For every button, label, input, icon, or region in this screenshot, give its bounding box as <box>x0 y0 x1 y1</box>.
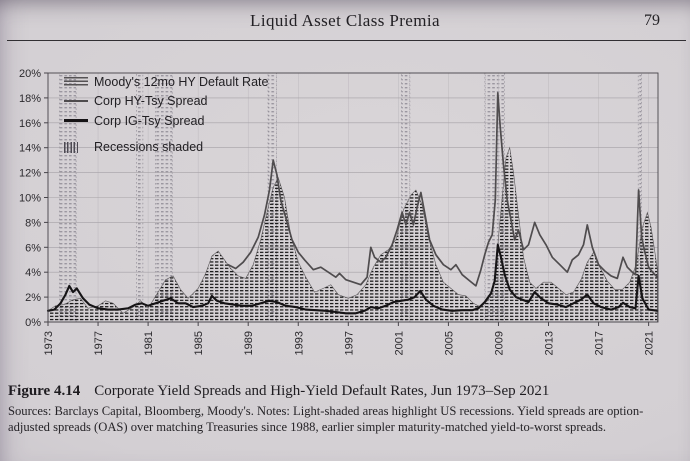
x-tick-label: 2009 <box>493 331 505 355</box>
y-tick-label: 18% <box>19 93 41 105</box>
y-tick-label: 12% <box>19 168 41 180</box>
hy-spread-line <box>227 92 659 287</box>
spread-chart-svg: 1973 1977 1981 1985 1989 1993 1997 2001 2005 2009… <box>19 68 659 355</box>
x-tick-label: 1977 <box>93 331 105 355</box>
x-tick-label: 2005 <box>443 331 455 355</box>
vertical-stripes-swatch-icon <box>64 141 80 153</box>
x-tick-label: 2017 <box>594 331 606 355</box>
x-tick-label: 1997 <box>343 331 355 355</box>
legend-label: Corp HY-Tsy Spread <box>94 94 208 109</box>
y-tick-label: 2% <box>25 292 41 304</box>
y-tick-label: 0% <box>25 317 41 329</box>
gray-line-swatch-icon <box>64 100 88 103</box>
legend-label: Corp IG-Tsy Spread <box>94 113 205 128</box>
figure-sources: Sources: Barclays Capital, Bloomberg, Mo… <box>8 404 644 435</box>
y-tick-label: 16% <box>19 118 41 130</box>
x-tick-label: 2021 <box>644 331 656 355</box>
y-tick-label: 20% <box>19 68 41 80</box>
legend-item-hy-spread: Corp HY-Tsy Spread <box>64 92 268 112</box>
x-tick-label: 1981 <box>143 331 155 355</box>
figure-number: Figure 4.14 <box>8 383 81 399</box>
figure-caption: Figure 4.14 Corporate Yield Spreads and H… <box>8 383 682 400</box>
y-tick-label: 14% <box>19 143 41 155</box>
running-head-title: Liquid Asset Class Premia <box>250 11 440 30</box>
x-tick-label: 1973 <box>43 331 55 355</box>
x-tick-label: 2013 <box>544 331 556 355</box>
chart-legend: Moody's 12mo HY Default Rate Corp HY-Tsy… <box>64 72 268 157</box>
x-tick-label: 1989 <box>243 331 255 355</box>
hatched-area-swatch-icon <box>64 76 88 87</box>
legend-item-ig-spread: Corp IG-Tsy Spread <box>64 111 268 131</box>
y-tick-label: 6% <box>25 242 41 254</box>
plot-frame <box>47 72 659 323</box>
y-tick-label: 4% <box>25 267 41 279</box>
header-rule <box>7 40 686 41</box>
chart: 1973 1977 1981 1985 1989 1993 1997 2001 2005 2009… <box>0 46 690 376</box>
legend-label: Moody's 12mo HY Default Rate <box>94 74 269 89</box>
x-tick-label: 1985 <box>193 331 205 355</box>
legend-label: Recessions shaded <box>94 140 204 155</box>
black-line-swatch-icon <box>64 119 88 123</box>
running-head: Liquid Asset Class Premia 79 <box>0 0 690 46</box>
x-tick-label: 2001 <box>393 331 405 355</box>
y-tick-label: 8% <box>25 217 41 229</box>
ig-spread-line <box>46 243 659 315</box>
page-number: 79 <box>644 12 660 29</box>
book-page: Liquid Asset Class Premia 79 1973 1977 198… <box>0 0 690 435</box>
y-tick-label: 10% <box>19 193 41 205</box>
legend-item-recessions: Recessions shaded <box>64 138 268 158</box>
figure-title: Corporate Yield Spreads and High-Yield D… <box>94 383 550 399</box>
x-tick-label: 1993 <box>293 331 305 355</box>
legend-item-default-rate: Moody's 12mo HY Default Rate <box>64 72 268 92</box>
